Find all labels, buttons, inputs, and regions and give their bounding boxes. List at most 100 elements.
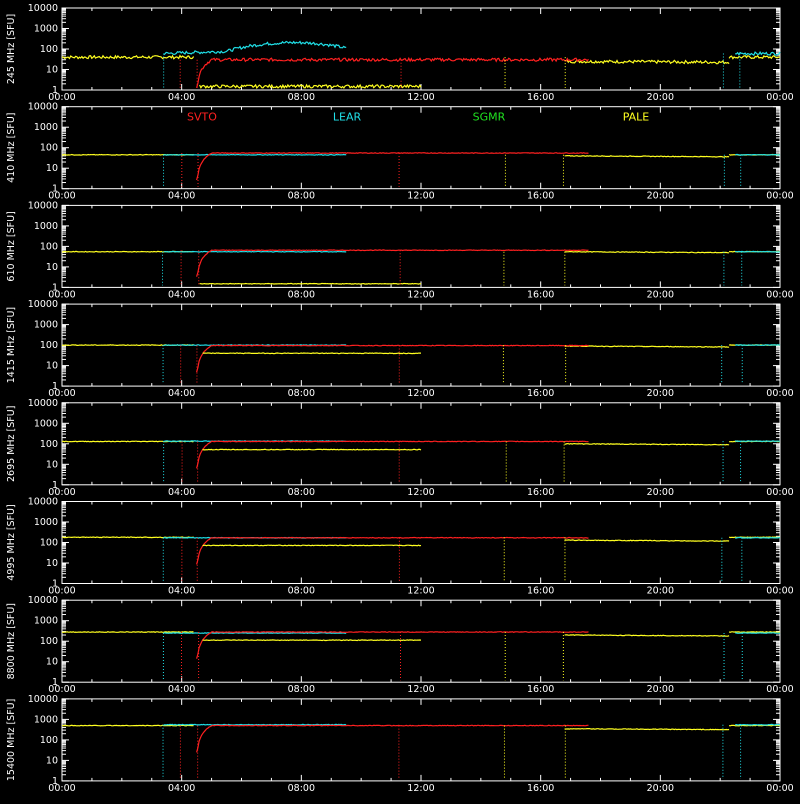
y-tick-label: 100 <box>40 735 58 746</box>
series-line-lear <box>163 250 781 253</box>
x-tick-label: 08:00 <box>288 191 315 202</box>
x-tick-label: 00:00 <box>766 92 793 103</box>
series-line-svto <box>196 56 589 89</box>
panel-6: 1 10 100 1000 10000 00:00 04:00 08:00 12:00 16:00… <box>6 497 794 597</box>
x-tick-label: 00:00 <box>48 586 75 597</box>
x-tick-label: 12:00 <box>407 487 434 498</box>
panel-5: 1 10 100 1000 10000 00:00 04:00 08:00 12:00 16:00… <box>6 398 794 498</box>
y-tick-label: 10 <box>46 459 58 470</box>
x-tick-label: 00:00 <box>48 487 75 498</box>
legend-entry-pale: PALE <box>623 111 650 124</box>
x-tick-label: 20:00 <box>647 388 674 399</box>
series-line-lear <box>163 632 781 634</box>
x-tick-label: 04:00 <box>168 388 195 399</box>
x-tick-label: 08:00 <box>288 487 315 498</box>
y-tick-label: 1000 <box>34 24 58 35</box>
x-tick-label: 00:00 <box>766 289 793 300</box>
y-tick-label: 1 <box>52 184 58 195</box>
y-tick-label: 1 <box>52 480 58 491</box>
x-tick-label: 04:00 <box>168 487 195 498</box>
series-line-pale <box>61 631 781 637</box>
x-tick-label: 00:00 <box>766 487 793 498</box>
x-tick-label: 20:00 <box>647 92 674 103</box>
panel-4: 1 10 100 1000 10000 00:00 04:00 08:00 12:00 16:00… <box>6 299 794 399</box>
x-tick-label: 20:00 <box>647 191 674 202</box>
panel-7: 1 10 100 1000 10000 00:00 04:00 08:00 12:00 16:00… <box>6 595 794 695</box>
x-tick-label: 00:00 <box>48 289 75 300</box>
x-tick-label: 04:00 <box>168 783 195 794</box>
y-axis-label: 1415 MHz [SFU] <box>6 307 17 383</box>
panel-8: 1 10 100 1000 10000 00:00 04:00 08:00 12:00 16:00… <box>6 694 794 794</box>
series-line-lear <box>163 40 781 56</box>
x-tick-label: 00:00 <box>48 783 75 794</box>
y-tick-label: 1 <box>52 776 58 787</box>
y-tick-label: 10 <box>46 262 58 273</box>
series-line-svto <box>196 440 589 469</box>
x-tick-label: 12:00 <box>407 684 434 695</box>
legend: SVTO LEAR SGMR PALE <box>187 111 649 124</box>
panel-frame <box>61 7 781 91</box>
panel-frame <box>61 501 781 584</box>
y-tick-label: 10 <box>46 65 58 76</box>
series-line-svto <box>196 152 589 181</box>
series-line-pale <box>202 639 422 642</box>
x-tick-label: 16:00 <box>527 388 554 399</box>
x-tick-label: 00:00 <box>48 388 75 399</box>
x-tick-label: 12:00 <box>407 586 434 597</box>
y-tick-label: 1 <box>52 282 58 293</box>
x-tick-label: 04:00 <box>168 191 195 202</box>
x-tick-label: 00:00 <box>766 783 793 794</box>
x-tick-label: 12:00 <box>407 388 434 399</box>
y-tick-label: 10 <box>46 163 58 174</box>
series-line-pale <box>61 54 780 65</box>
x-tick-label: 12:00 <box>407 783 434 794</box>
x-tick-label: 20:00 <box>647 783 674 794</box>
series-line-pale <box>199 83 422 90</box>
x-tick-label: 00:00 <box>766 388 793 399</box>
y-tick-label: 10000 <box>28 497 58 508</box>
x-tick-label: 04:00 <box>168 289 195 300</box>
panel-1: 1 10 100 1000 10000 00:00 04:00 08:00 12:00 16:00… <box>6 3 794 103</box>
y-tick-label: 1000 <box>34 714 58 725</box>
y-tick-label: 10 <box>46 755 58 766</box>
series-line-svto <box>196 249 589 277</box>
x-tick-label: 08:00 <box>288 92 315 103</box>
y-tick-label: 10000 <box>28 694 58 705</box>
x-tick-label: 16:00 <box>527 487 554 498</box>
panel-frame <box>61 599 781 683</box>
panel-frame <box>61 698 781 782</box>
x-tick-label: 00:00 <box>766 586 793 597</box>
y-tick-label: 1000 <box>34 221 58 232</box>
y-tick-label: 100 <box>40 636 58 647</box>
x-tick-label: 20:00 <box>647 487 674 498</box>
y-tick-label: 10000 <box>28 3 58 14</box>
y-tick-label: 1 <box>52 677 58 688</box>
x-tick-label: 08:00 <box>288 684 315 695</box>
panel-2: 1 10 100 1000 10000 00:00 04:00 08:00 12:00 16:00… <box>6 102 794 202</box>
x-tick-label: 00:00 <box>48 92 75 103</box>
y-tick-label: 1 <box>52 579 58 590</box>
y-tick-label: 100 <box>40 340 58 351</box>
y-tick-label: 10000 <box>28 595 58 606</box>
y-tick-label: 10000 <box>28 200 58 211</box>
y-tick-label: 10 <box>46 657 58 668</box>
y-tick-label: 10000 <box>28 299 58 310</box>
y-axis-label: 15400 MHz [SFU] <box>6 699 17 781</box>
x-tick-label: 16:00 <box>527 289 554 300</box>
y-tick-label: 100 <box>40 143 58 154</box>
series-line-pale <box>62 724 781 731</box>
series-line-pale <box>202 352 421 355</box>
y-tick-label: 10 <box>46 558 58 569</box>
x-tick-label: 00:00 <box>766 684 793 695</box>
x-tick-label: 00:00 <box>766 191 793 202</box>
x-tick-label: 08:00 <box>288 289 315 300</box>
series-line-svto <box>196 631 589 659</box>
y-tick-label: 1000 <box>34 517 58 528</box>
y-axis-label: 4995 MHz [SFU] <box>6 504 17 580</box>
x-tick-label: 16:00 <box>527 92 554 103</box>
x-tick-label: 08:00 <box>288 783 315 794</box>
x-tick-label: 04:00 <box>168 586 195 597</box>
y-axis-label: 8800 MHz [SFU] <box>6 603 17 679</box>
y-tick-label: 1000 <box>34 122 58 133</box>
